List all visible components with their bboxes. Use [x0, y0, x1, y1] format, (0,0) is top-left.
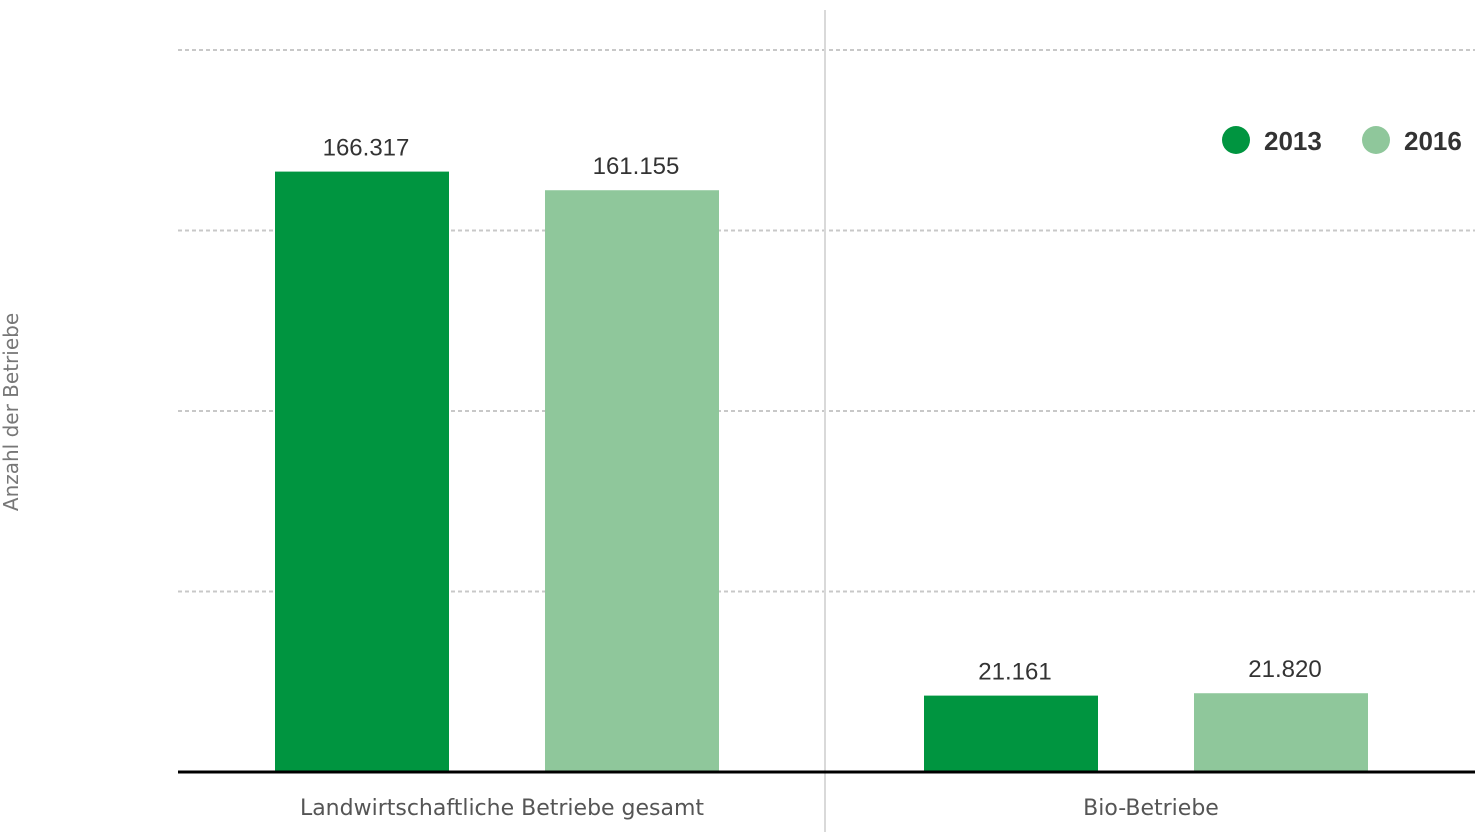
legend-swatch: [1362, 126, 1390, 154]
bar-2016-1: [1194, 693, 1368, 772]
data-label: 21.820: [1248, 656, 1321, 683]
category-label: Bio-Betriebe: [1083, 796, 1219, 821]
data-label: 166.317: [323, 135, 410, 162]
legend-label: 2016: [1404, 126, 1462, 156]
legend: 2013 2016: [1222, 126, 1462, 156]
category-label: Landwirtschaftliche Betriebe gesamt: [300, 796, 704, 821]
data-label: 21.161: [978, 659, 1051, 686]
legend-swatch: [1222, 126, 1250, 154]
bar-2013-1: [924, 695, 1098, 772]
y-axis-label: Anzahl der Betriebe: [0, 313, 23, 511]
category-labels: Landwirtschaftliche Betriebe gesamt Bio-B…: [300, 796, 1219, 821]
data-label: 161.155: [593, 153, 680, 180]
value-labels: 166.317 161.155 21.161 21.820: [323, 135, 1322, 686]
legend-label: 2013: [1264, 126, 1322, 156]
gridlines: [178, 49, 1475, 593]
bars: [275, 171, 1368, 772]
bar-2013-0: [275, 171, 449, 772]
bar-2016-0: [545, 190, 719, 772]
